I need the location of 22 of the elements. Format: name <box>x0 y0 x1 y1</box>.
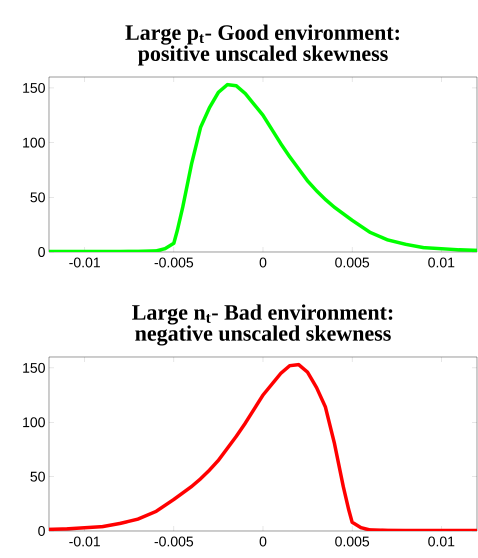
y-tick-label: 0 <box>38 526 45 536</box>
x-tick-label: -0.01 <box>69 258 100 268</box>
x-tick-label: -0.005 <box>154 536 194 546</box>
x-tick-label: -0.005 <box>154 258 194 268</box>
chart-subtitle: negative unscaled skewness <box>135 325 391 346</box>
x-tick-label: 0.005 <box>335 258 370 268</box>
chart-title: Large n$_{t}$- Bad environment: <box>132 304 392 324</box>
x-tick-label: -0.01 <box>69 536 100 546</box>
x-tick-label: 0 <box>260 258 266 268</box>
y-tick-label: 100 <box>23 417 45 428</box>
y-tick-label: 50 <box>30 192 45 202</box>
y-tick-label: 100 <box>23 138 45 148</box>
chart-title: Large p$_{t}$- Good environment: <box>125 24 399 45</box>
y-tick-label: 150 <box>23 82 45 93</box>
chart-subtitle: positive unscaled skewness <box>138 46 388 66</box>
x-tick-label: 0.01 <box>428 258 454 268</box>
y-tick-label: 0 <box>38 247 45 257</box>
x-tick-label: 0 <box>260 536 266 546</box>
x-tick-label: 0.005 <box>335 536 370 546</box>
y-tick-label: 150 <box>23 362 45 373</box>
y-tick-label: 50 <box>30 472 45 482</box>
x-tick-label: 0.01 <box>428 536 454 546</box>
